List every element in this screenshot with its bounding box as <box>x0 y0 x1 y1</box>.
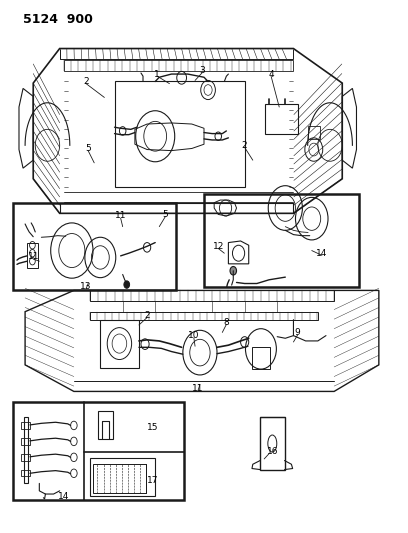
Text: 13: 13 <box>80 282 92 291</box>
Bar <box>13 203 175 290</box>
Bar <box>90 458 155 496</box>
Text: 17: 17 <box>147 476 159 484</box>
Bar <box>252 348 270 368</box>
Text: 14: 14 <box>316 249 328 258</box>
Circle shape <box>124 281 130 288</box>
Text: 12: 12 <box>213 242 224 251</box>
Bar <box>308 126 320 139</box>
Text: 16: 16 <box>266 447 278 456</box>
Text: 3: 3 <box>199 67 205 75</box>
Text: 2: 2 <box>242 141 248 150</box>
Bar <box>100 320 139 368</box>
Text: 2: 2 <box>144 311 150 320</box>
Bar <box>21 470 30 477</box>
Bar <box>21 438 30 445</box>
Text: 11: 11 <box>192 384 204 393</box>
Bar <box>260 417 284 470</box>
Text: 1: 1 <box>154 70 160 78</box>
Bar <box>204 193 359 287</box>
Bar <box>24 417 28 483</box>
Text: 10: 10 <box>188 331 200 340</box>
Text: 4: 4 <box>268 70 274 78</box>
Text: 2: 2 <box>83 77 89 86</box>
Text: 8: 8 <box>224 318 229 327</box>
Bar <box>93 464 146 493</box>
Bar <box>13 402 184 500</box>
Bar <box>265 104 297 134</box>
Text: 15: 15 <box>147 423 159 432</box>
Text: 5: 5 <box>162 210 168 219</box>
Text: 14: 14 <box>58 491 69 500</box>
Bar <box>21 454 30 461</box>
Text: 11: 11 <box>27 253 39 261</box>
Text: 11: 11 <box>115 212 126 221</box>
Text: 5: 5 <box>85 144 91 153</box>
Bar <box>21 422 30 429</box>
Circle shape <box>230 266 237 275</box>
Text: 9: 9 <box>295 328 300 337</box>
Text: 5124  900: 5124 900 <box>23 13 93 26</box>
